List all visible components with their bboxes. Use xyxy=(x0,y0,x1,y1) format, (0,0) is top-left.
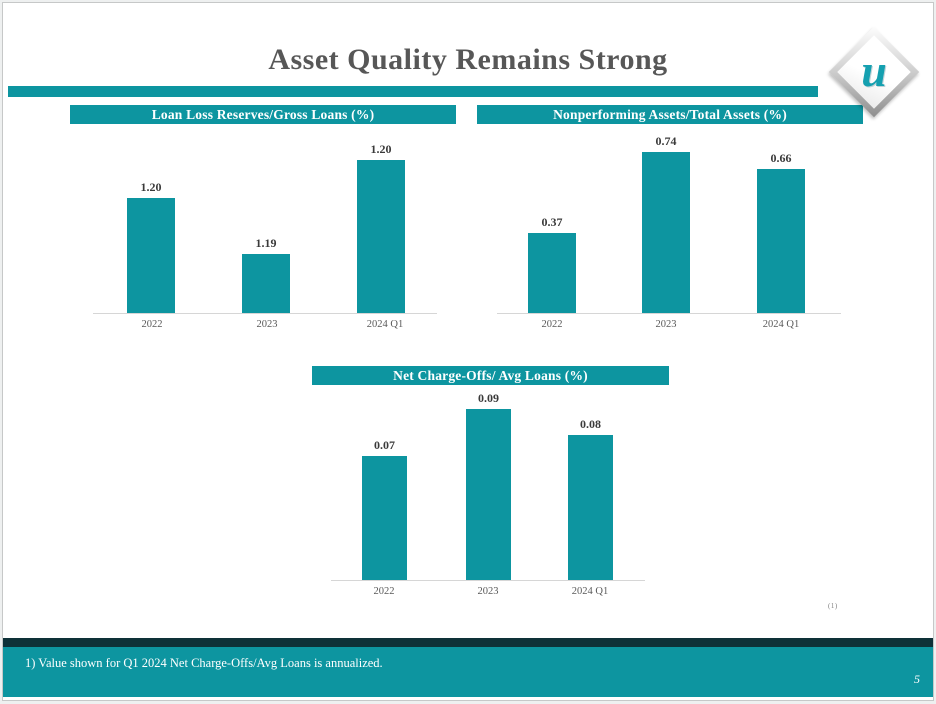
x-tick-label: 2022 xyxy=(373,586,395,597)
bar-2022 xyxy=(362,456,407,580)
bar-value-label: 1.20 xyxy=(140,180,162,194)
bar-value-label: 0.37 xyxy=(541,215,563,229)
page-number: 5 xyxy=(914,672,920,686)
chart-title-banner: Net Charge-Offs/ Avg Loans (%) xyxy=(312,366,669,385)
chart-title: Net Charge-Offs/ Avg Loans (%) xyxy=(393,367,588,383)
bar-value-label: 0.07 xyxy=(374,438,395,452)
bar-2022 xyxy=(127,198,175,313)
chart-title: Loan Loss Reserves/Gross Loans (%) xyxy=(151,106,375,122)
bar-2023 xyxy=(466,409,511,580)
x-tick-label: 2022 xyxy=(541,319,563,330)
x-tick-label: 2024 Q1 xyxy=(571,586,609,597)
x-tick-label: 2024 Q1 xyxy=(762,319,800,330)
bar-2024-q1 xyxy=(357,160,405,313)
x-tick-label: 2022 xyxy=(141,319,163,330)
bar-value-label: 0.08 xyxy=(580,417,601,431)
bar-2023 xyxy=(642,152,690,313)
bar-value-label: 0.09 xyxy=(478,391,499,405)
bar-value-label: 1.19 xyxy=(255,236,277,250)
x-tick-label: 2023 xyxy=(655,319,677,330)
bar-2022 xyxy=(528,233,576,313)
footer-band: 1) Value shown for Q1 2024 Net Charge-Of… xyxy=(3,647,933,697)
page-title: Asset Quality Remains Strong xyxy=(268,43,668,76)
chart-title-banner: Loan Loss Reserves/Gross Loans (%) xyxy=(70,105,456,124)
bar-2023 xyxy=(242,254,290,313)
x-tick-label: 2023 xyxy=(477,586,499,597)
chart-title: Nonperforming Assets/Total Assets (%) xyxy=(553,106,787,122)
chart-title-banner: Nonperforming Assets/Total Assets (%) xyxy=(477,105,863,124)
bar-2024-q1 xyxy=(568,435,613,580)
x-tick-label: 2024 Q1 xyxy=(366,319,404,330)
title-divider-bar xyxy=(8,86,818,97)
footer-dark-stripe xyxy=(3,638,933,647)
x-axis-line xyxy=(331,580,645,581)
bar-value-label: 0.74 xyxy=(655,134,677,148)
footnote-text: 1) Value shown for Q1 2024 Net Charge-Of… xyxy=(25,656,383,670)
charts-area: Loan Loss Reserves/Gross Loans (%) 1.20 20… xyxy=(3,3,933,700)
logo-u-icon: u xyxy=(861,44,887,96)
footnote-marker: (1) xyxy=(828,602,838,610)
bar-value-label: 1.20 xyxy=(370,142,392,156)
x-axis-line xyxy=(497,313,841,314)
univest-logo: u xyxy=(828,26,920,118)
bar-value-label: 0.66 xyxy=(770,151,792,165)
x-axis-line xyxy=(93,313,437,314)
bar-2024-q1 xyxy=(757,169,805,313)
x-tick-label: 2023 xyxy=(256,319,278,330)
